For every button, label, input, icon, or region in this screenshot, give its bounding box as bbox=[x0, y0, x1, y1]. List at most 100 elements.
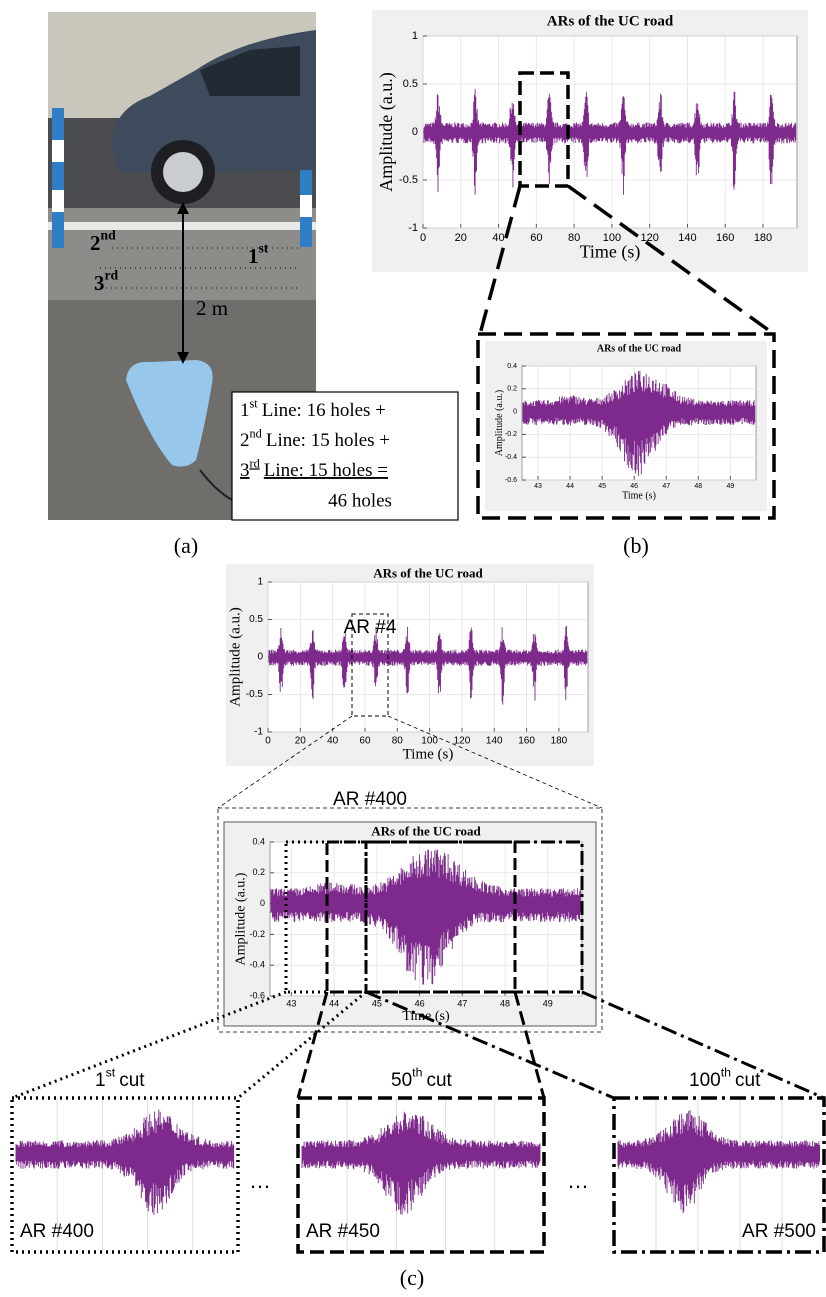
y-tick-label: -1 bbox=[254, 727, 263, 738]
line-text: cut bbox=[735, 1070, 761, 1091]
x-tick-label: 180 bbox=[551, 736, 568, 747]
line-text: Line: 15 holes + bbox=[266, 430, 390, 451]
y-tick-label: -0.5 bbox=[246, 689, 264, 700]
x-tick-label: 44 bbox=[566, 483, 574, 490]
ordinal-suffix: th bbox=[721, 1066, 731, 1080]
y-tick-label: -0.5 bbox=[399, 174, 418, 186]
ordinal-suffix: nd bbox=[101, 228, 117, 243]
x-tick-label: 45 bbox=[372, 998, 382, 1008]
panel-caption: (c) bbox=[400, 1265, 424, 1290]
x-tick-label: 48 bbox=[500, 998, 510, 1008]
x-tick-label: 120 bbox=[640, 232, 658, 244]
figure: 2nd1st3rd2 m1stLine: 16 holes +2ndLine: … bbox=[0, 0, 826, 1297]
y-tick-label: 0.5 bbox=[403, 78, 418, 90]
x-axis-label: Time (s) bbox=[403, 746, 454, 762]
chart-title: ARs of the UC road bbox=[547, 13, 674, 29]
x-tick-label: 140 bbox=[678, 232, 696, 244]
y-tick-label: -0.2 bbox=[249, 929, 265, 939]
ordinal: 1 bbox=[95, 1070, 106, 1091]
ar-label: AR #450 bbox=[306, 1221, 380, 1242]
x-tick-label: 40 bbox=[327, 736, 339, 747]
x-tick-label: 140 bbox=[486, 736, 503, 747]
x-tick-label: 120 bbox=[454, 736, 471, 747]
ordinal: 3 bbox=[240, 460, 250, 481]
y-tick-label: 0 bbox=[412, 126, 418, 138]
y-tick-label: -1 bbox=[408, 222, 418, 234]
y-tick-label: 0.2 bbox=[252, 867, 265, 877]
x-tick-label: 49 bbox=[726, 483, 734, 490]
waveform bbox=[618, 1110, 820, 1213]
y-tick-label: -0.4 bbox=[505, 454, 517, 461]
ellipsis: … bbox=[249, 1168, 271, 1193]
ellipsis: … bbox=[567, 1168, 589, 1193]
x-tick-label: 0 bbox=[265, 736, 271, 747]
ordinal: 50 bbox=[391, 1070, 412, 1091]
x-tick-label: 46 bbox=[415, 998, 425, 1008]
chart-title: ARs of the UC road bbox=[371, 823, 481, 838]
x-axis-label: Time (s) bbox=[622, 490, 656, 501]
y-tick-label: 0 bbox=[257, 652, 263, 663]
x-tick-label: 20 bbox=[295, 736, 307, 747]
ar-label: AR #500 bbox=[742, 1221, 816, 1242]
y-tick-label: 0.5 bbox=[249, 614, 263, 625]
y-tick-label: 1 bbox=[412, 30, 418, 42]
ordinal: 3 bbox=[94, 271, 105, 295]
ordinal: 1 bbox=[240, 400, 250, 421]
x-tick-label: 160 bbox=[716, 232, 734, 244]
y-tick-label: 0.4 bbox=[252, 836, 265, 846]
x-axis-label: Time (s) bbox=[580, 241, 641, 262]
x-tick-label: 47 bbox=[662, 483, 670, 490]
line-text: Line: 15 holes = bbox=[264, 460, 388, 481]
ordinal-suffix: th bbox=[412, 1066, 422, 1080]
chart-title: ARs of the UC road bbox=[373, 565, 483, 580]
distance-label: 2 m bbox=[196, 296, 228, 320]
ordinal: 2 bbox=[240, 430, 250, 451]
y-tick-label: 0.2 bbox=[507, 386, 517, 393]
x-tick-label: 46 bbox=[630, 483, 638, 490]
y-axis-label: Amplitude (a.u.) bbox=[376, 72, 397, 191]
y-tick-label: -0.6 bbox=[505, 477, 517, 484]
y-tick-label: -0.2 bbox=[505, 431, 517, 438]
ordinal-suffix: nd bbox=[250, 426, 263, 440]
x-tick-label: 60 bbox=[530, 232, 542, 244]
x-tick-label: 160 bbox=[518, 736, 535, 747]
ordinal: 1 bbox=[248, 244, 259, 268]
line-text: cut bbox=[119, 1070, 145, 1091]
panel-caption: (b) bbox=[623, 533, 649, 558]
waveform bbox=[16, 1110, 234, 1215]
x-tick-label: 47 bbox=[457, 998, 467, 1008]
ordinal-suffix: st bbox=[106, 1066, 116, 1080]
x-tick-label: 43 bbox=[534, 483, 542, 490]
line-text: cut bbox=[426, 1070, 452, 1091]
line-text: Line: 16 holes + bbox=[262, 400, 386, 421]
x-tick-label: 100 bbox=[421, 736, 438, 747]
x-tick-label: 60 bbox=[359, 736, 371, 747]
waveform bbox=[302, 1112, 540, 1215]
panel-caption: (a) bbox=[174, 533, 198, 558]
ordinal: 100 bbox=[689, 1070, 721, 1091]
y-axis-label: Amplitude (a.u.) bbox=[494, 390, 505, 456]
x-tick-label: 40 bbox=[492, 232, 504, 244]
x-tick-label: 48 bbox=[694, 483, 702, 490]
x-tick-label: 49 bbox=[543, 998, 553, 1008]
ordinal-suffix: rd bbox=[105, 268, 119, 283]
ordinal-suffix: rd bbox=[250, 456, 261, 470]
ordinal-suffix: st bbox=[259, 241, 269, 256]
ordinal: 2 bbox=[90, 231, 101, 255]
y-tick-label: 0 bbox=[260, 898, 265, 908]
y-tick-label: 1 bbox=[257, 577, 263, 588]
x-tick-label: 44 bbox=[329, 998, 339, 1008]
x-tick-label: 43 bbox=[286, 998, 296, 1008]
ar-label: AR #400 bbox=[333, 789, 407, 810]
y-axis-label: Amplitude (a.u.) bbox=[233, 872, 248, 965]
ordinal-suffix: st bbox=[250, 396, 259, 410]
box-total: 46 holes bbox=[328, 490, 392, 511]
chart-title: ARs of the UC road bbox=[597, 343, 682, 354]
x-tick-label: 80 bbox=[392, 736, 404, 747]
y-tick-label: -0.6 bbox=[249, 990, 265, 1000]
ar-label: AR #400 bbox=[20, 1221, 94, 1242]
